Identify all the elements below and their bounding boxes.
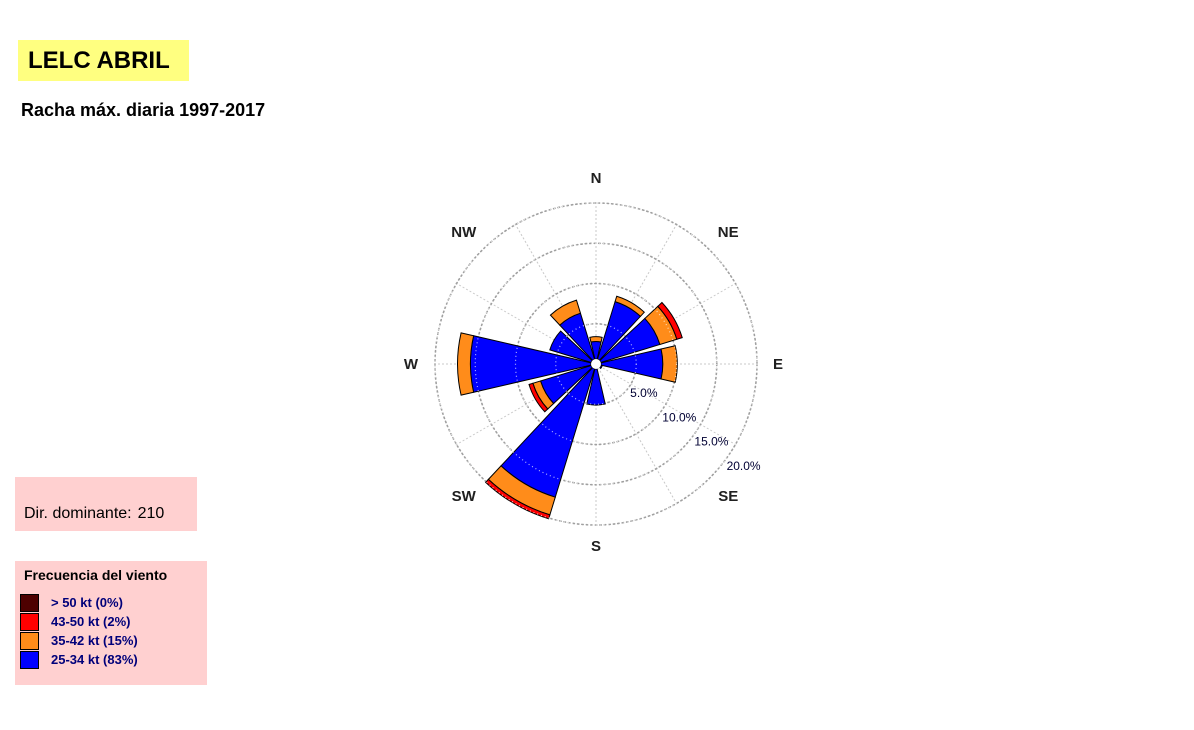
compass-label: W	[404, 356, 419, 373]
compass-label: SE	[718, 488, 738, 505]
rose-labels: N NE E SE S SW W NW 5.0% 10.0% 15.0% 20.0%	[404, 170, 783, 555]
rose-bar-segment	[528, 382, 549, 413]
ring-label: 15.0%	[694, 435, 728, 449]
ring-label: 5.0%	[630, 386, 658, 400]
grid-ring-overlay	[514, 282, 678, 446]
grid-ring-overlay	[555, 323, 637, 405]
dominant-direction-label: Dir. dominante:	[24, 505, 132, 522]
legend-label: > 50 kt (0%)	[51, 595, 123, 610]
grid-spoke	[595, 222, 678, 365]
rose-bar-segment	[614, 295, 646, 318]
legend-label: 43-50 kt (2%)	[51, 614, 131, 629]
ring-label: 10.0%	[662, 410, 696, 424]
compass-label: NE	[718, 224, 739, 241]
legend-title: Frecuencia del viento	[24, 567, 168, 583]
rose-bar-segment	[457, 332, 475, 396]
legend-swatch	[20, 612, 39, 631]
ring-label: 20.0%	[727, 459, 761, 473]
legend-item: 25-34 kt (83%)	[20, 650, 138, 669]
grid-spoke	[454, 363, 597, 446]
rose-bar-segment	[589, 336, 603, 343]
wind-rose-bars	[434, 202, 758, 526]
compass-label: NW	[451, 224, 477, 241]
legend-swatch	[20, 631, 39, 650]
legend-label: 25-34 kt (83%)	[51, 652, 138, 667]
grid-spoke	[595, 363, 738, 446]
legend-item: 43-50 kt (2%)	[20, 612, 130, 631]
rose-bar-segment	[549, 299, 582, 326]
compass-label: N	[591, 170, 602, 187]
compass-label: S	[591, 538, 601, 555]
legend: Frecuencia del viento > 50 kt (0%) 43-50…	[15, 561, 207, 685]
legend-item: 35-42 kt (15%)	[20, 631, 138, 650]
grid-spoke	[514, 222, 597, 365]
compass-label: SW	[452, 488, 477, 505]
grid-spoke	[595, 363, 678, 506]
grid-ring-overlay	[434, 202, 758, 526]
legend-swatch	[20, 593, 39, 612]
grid-spoke	[454, 282, 597, 365]
dominant-direction-value: 210	[137, 505, 165, 522]
legend-label: 35-42 kt (15%)	[51, 633, 138, 648]
rose-bar-segment	[484, 478, 551, 520]
compass-label: E	[773, 356, 783, 373]
legend-item: > 50 kt (0%)	[20, 593, 123, 612]
legend-swatch	[20, 650, 39, 669]
grid-ring-overlay	[474, 242, 718, 486]
rose-bar-segment	[657, 301, 683, 340]
rose-bar-segment	[660, 345, 678, 383]
chart-subtitle: Racha máx. diaria 1997-2017	[21, 100, 266, 120]
rose-center	[591, 359, 601, 369]
title-box: LELC ABRIL	[18, 40, 189, 81]
dominant-direction-box: Dir. dominante: 210	[15, 477, 197, 531]
chart-title: LELC ABRIL	[28, 47, 170, 74]
